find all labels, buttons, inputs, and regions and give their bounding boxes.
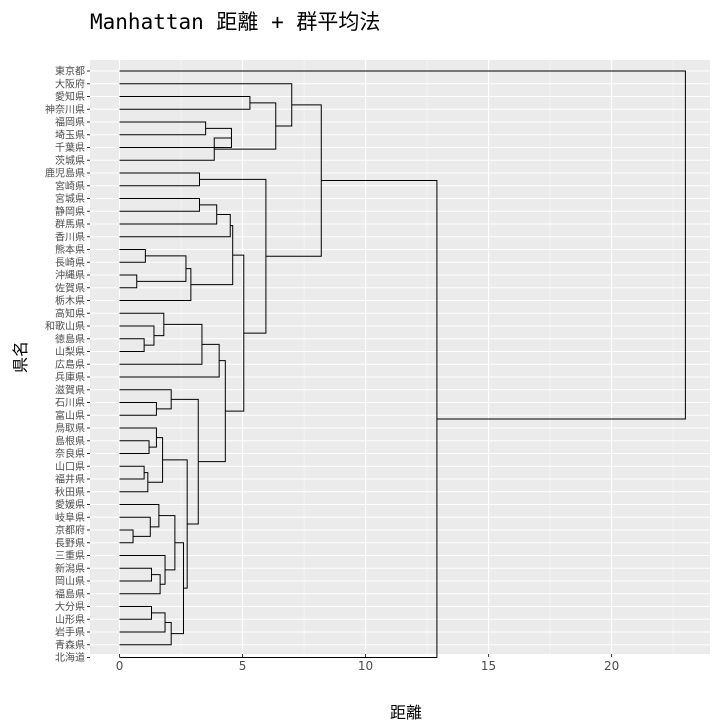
y-tick-label: 奈良県	[55, 447, 85, 460]
y-tick-label: 大阪府	[55, 77, 85, 90]
dendrogram-link	[119, 389, 172, 410]
dendrogram-link	[147, 437, 164, 483]
y-tick-label: 佐賀県	[55, 282, 85, 294]
dendrogram-link	[119, 70, 686, 420]
y-tick-label: 北海道	[55, 651, 85, 664]
dendrogram-link	[119, 274, 138, 289]
y-tick-label: 青森県	[55, 638, 85, 651]
y-tick-label: 高知県	[55, 307, 85, 320]
dendrogram-links	[119, 70, 686, 658]
dendrogram-link	[119, 204, 218, 225]
y-tick-label: 福島県	[55, 587, 85, 600]
y-tick-label: 福岡県	[55, 116, 85, 129]
y-tick-label: 香川県	[55, 231, 85, 243]
dendrogram-link	[119, 249, 146, 263]
dendrogram-link	[119, 83, 293, 127]
y-tick-label: 長野県	[55, 537, 85, 549]
dendrogram-link	[136, 255, 187, 282]
y-axis-title: 県名	[11, 341, 30, 373]
y-tick-label: 徳島県	[55, 332, 85, 345]
y-tick-label: 和歌山県	[45, 320, 85, 333]
y-tick-label: 鳥取県	[55, 422, 85, 435]
y-tick-label: 岩手県	[55, 626, 85, 639]
y-tick-label: 山梨県	[55, 345, 85, 358]
x-tick-label: 0	[116, 659, 124, 673]
dendrogram-link	[119, 472, 149, 493]
dendrogram-link	[119, 172, 200, 187]
x-tick-label: 10	[358, 659, 373, 673]
y-tick-label: 秋田県	[55, 485, 85, 498]
y-tick-label: 新潟県	[55, 562, 85, 575]
y-tick-label: 神奈川県	[45, 103, 85, 116]
y-tick-label: 大分県	[55, 600, 85, 613]
chart-title: Manhattan 距離 + 群平均法	[90, 10, 381, 34]
y-tick-label: 静岡県	[55, 205, 85, 218]
y-tick-label: 山口県	[55, 461, 85, 473]
y-axis-ticks: 東京都大阪府愛知県神奈川県福岡県埼玉県千葉県茨城県鹿児島県宮崎県宮城県静岡県群馬…	[45, 65, 90, 664]
y-tick-label: 石川県	[55, 397, 85, 409]
y-tick-label: 鹿児島県	[45, 167, 85, 180]
dendrogram-link	[198, 360, 226, 463]
y-tick-label: 兵庫県	[55, 371, 85, 384]
dendrogram-link	[119, 621, 172, 646]
y-tick-label: 宮崎県	[55, 179, 85, 192]
y-tick-label: 東京都	[55, 65, 85, 78]
y-tick-label: 千葉県	[55, 141, 85, 154]
dendrogram-link	[119, 213, 231, 238]
y-tick-label: 栃木県	[55, 294, 85, 307]
y-tick-label: 岡山県	[55, 576, 85, 588]
y-tick-label: 山形県	[55, 614, 85, 626]
dendrogram-link	[119, 325, 155, 346]
dendrogram-link	[119, 574, 161, 595]
y-tick-label: 岐阜県	[55, 511, 85, 524]
y-tick-label: 茨城県	[55, 154, 85, 167]
y-tick-label: 滋賀県	[55, 383, 85, 396]
y-tick-label: 福井県	[55, 473, 85, 486]
dendrogram-link	[190, 225, 234, 286]
y-tick-label: 京都府	[55, 524, 85, 537]
y-tick-label: 長崎県	[55, 256, 85, 269]
x-axis-ticks: 0 5 10 15 20	[116, 654, 619, 673]
y-tick-label: 三重県	[55, 549, 85, 562]
dendrogram-link	[119, 198, 200, 212]
x-tick-label: 15	[481, 659, 496, 673]
y-tick-label: 沖縄県	[55, 269, 85, 282]
x-axis-title: 距離	[390, 703, 422, 722]
x-tick-label: 5	[239, 659, 247, 673]
dendrogram-link	[119, 137, 232, 161]
dendrogram-link	[171, 542, 184, 635]
y-tick-label: 愛媛県	[55, 498, 85, 511]
y-tick-label: 富山県	[55, 409, 85, 422]
x-tick-label: 20	[604, 659, 619, 673]
y-tick-label: 愛知県	[55, 90, 85, 103]
y-tick-label: 宮城県	[55, 192, 85, 205]
dendrogram-link	[119, 268, 192, 301]
y-tick-label: 熊本県	[55, 243, 85, 256]
y-tick-label: 埼玉県	[55, 128, 85, 141]
dendrogram-link	[119, 323, 203, 365]
y-tick-label: 広島県	[55, 358, 85, 371]
y-tick-label: 群馬県	[55, 218, 85, 231]
y-tick-label: 島根県	[55, 434, 85, 447]
